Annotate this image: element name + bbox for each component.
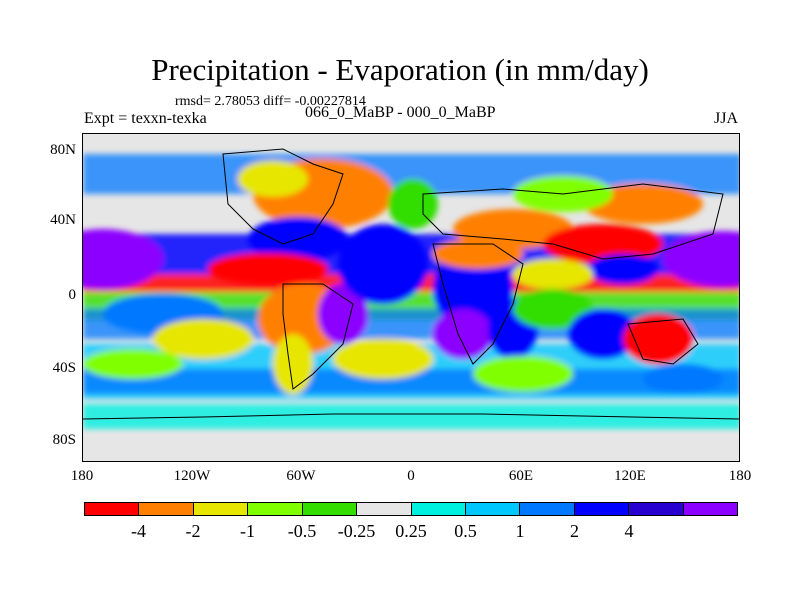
map-panel <box>82 133 740 462</box>
lon-label-120w: 120W <box>173 468 211 484</box>
lat-label-80n: 80N <box>50 142 76 158</box>
lon-label-60w: 60W <box>286 468 316 484</box>
colorbar-label: -4 <box>131 521 146 541</box>
colorbar-swatch <box>629 503 684 515</box>
colorbar-swatch <box>465 503 521 515</box>
lon-label-180e: 180 <box>728 468 752 484</box>
colorbar-swatch <box>411 503 466 515</box>
rmsd-diff-stats: rmsd= 2.78053 diff= -0.00227814 <box>175 94 366 109</box>
colorbar-label: -0.5 <box>287 521 317 541</box>
lat-label-eq: 0 <box>68 287 77 303</box>
colorbar-label: 0.5 <box>454 521 477 541</box>
lon-label-0: 0 <box>407 468 415 484</box>
colorbar-label: 0.25 <box>395 521 427 541</box>
lat-label-40s: 40S <box>52 360 76 376</box>
map-title: Precipitation - Evaporation (in mm/day) <box>151 52 649 87</box>
experiment-label: Expt = texxn-texka <box>84 110 207 127</box>
colorbar-swatch <box>85 503 140 515</box>
period-label: 066_0_MaBP - 000_0_MaBP <box>305 104 496 121</box>
colorbar-swatch <box>574 503 630 515</box>
colorbar <box>84 502 738 516</box>
colorbar-swatch <box>248 503 303 515</box>
season-label: JJA <box>714 110 739 127</box>
colorbar-label: -0.25 <box>337 521 376 541</box>
lon-label-120e: 120E <box>614 468 646 484</box>
colorbar-swatch <box>139 503 194 515</box>
lat-label-40n: 40N <box>50 212 76 228</box>
precip-evap-field <box>83 134 739 461</box>
colorbar-swatch <box>520 503 575 515</box>
colorbar-label: 2 <box>570 521 579 541</box>
colorbar-swatch <box>302 503 358 515</box>
colorbar-swatch <box>193 503 249 515</box>
colorbar-swatch <box>357 503 412 515</box>
colorbar-label: -1 <box>240 521 255 541</box>
lat-label-80s: 80S <box>52 432 76 448</box>
colorbar-label: 1 <box>515 521 525 541</box>
colorbar-label: -2 <box>185 521 201 541</box>
lon-label-180w: 180 <box>70 468 94 484</box>
colorbar-swatch <box>683 503 738 515</box>
colorbar-label: 4 <box>624 521 634 541</box>
lon-label-60e: 60E <box>508 468 534 484</box>
